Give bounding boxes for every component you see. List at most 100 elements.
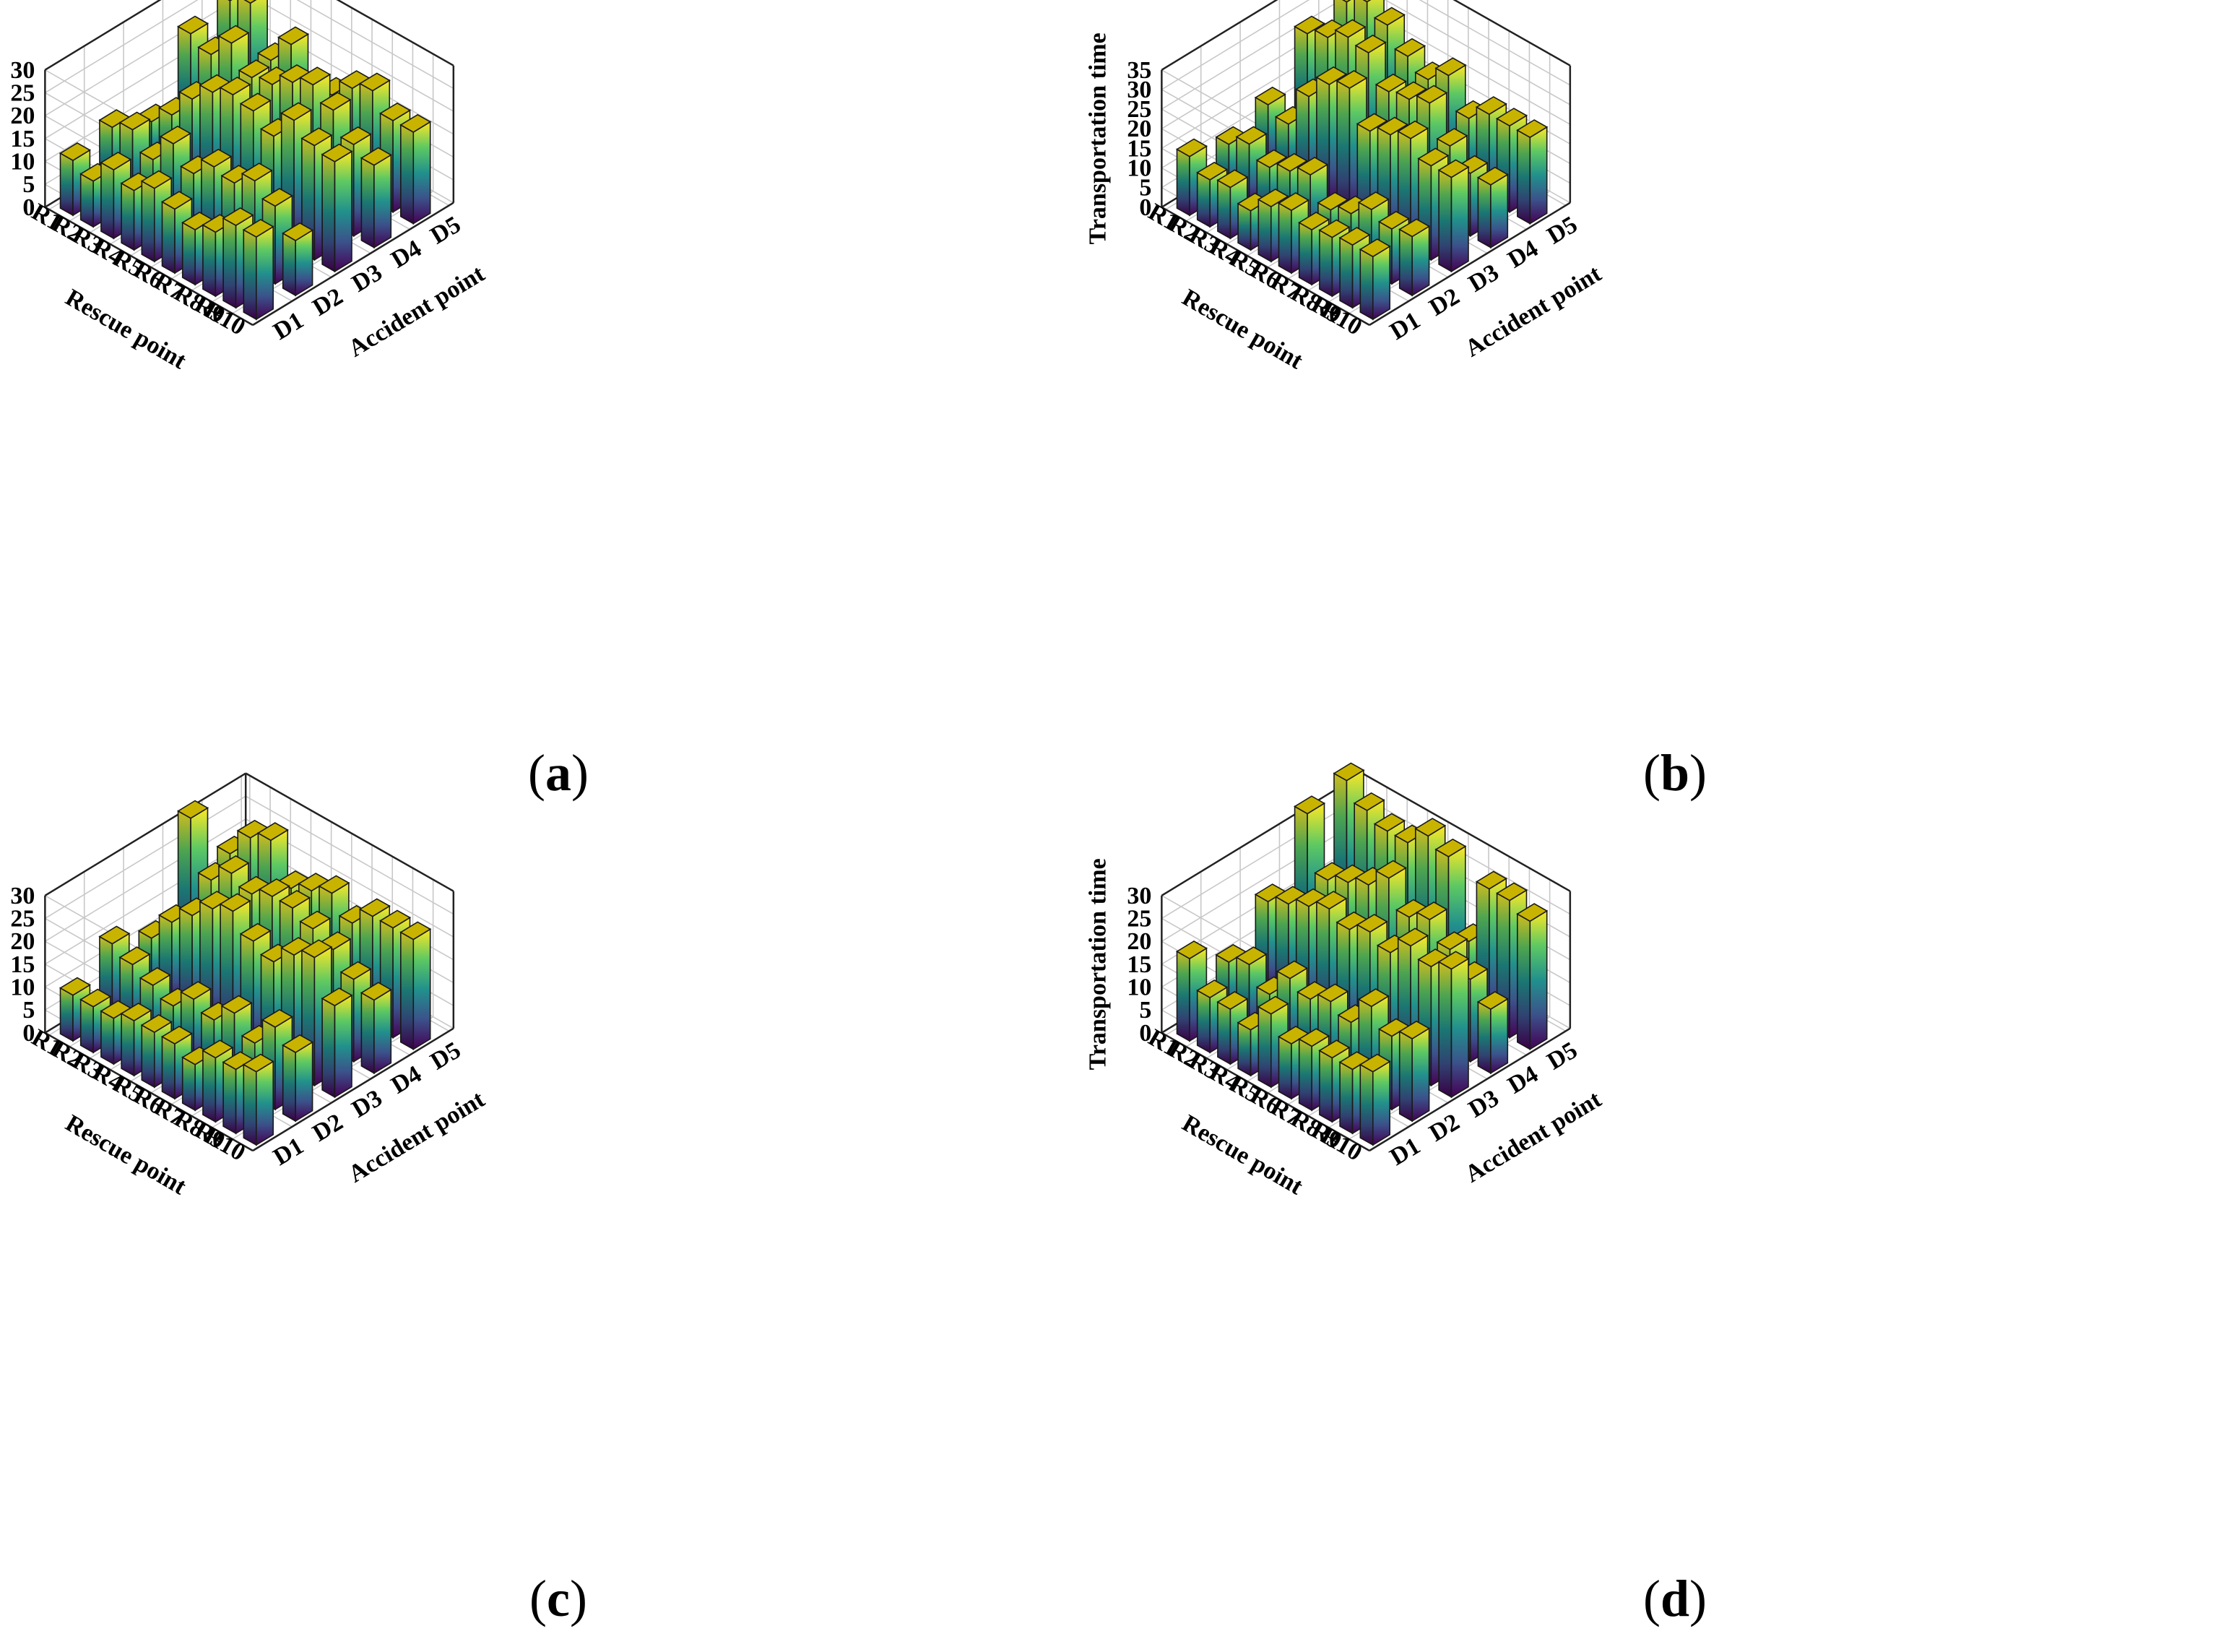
grid-line	[44, 15, 246, 139]
z-tick-label: 30	[1127, 883, 1151, 909]
bar-top	[120, 1002, 152, 1022]
bar-face	[295, 229, 313, 297]
z-tick-label: 0	[22, 194, 35, 221]
bar-top	[1255, 149, 1288, 168]
bar-top	[282, 222, 314, 241]
bar-shade	[322, 998, 335, 1097]
bar-shade	[1439, 170, 1452, 272]
bar-top	[1516, 903, 1549, 922]
caption-letter-b: b	[1660, 744, 1690, 802]
bar-shade	[1337, 81, 1350, 214]
bar-shade	[243, 230, 256, 320]
bar-shade	[1360, 249, 1373, 320]
caption-d: (d)	[1642, 1570, 1707, 1627]
bar-top	[1377, 210, 1410, 230]
bar-top	[1298, 211, 1330, 231]
bar-top	[279, 889, 311, 909]
caption-b: (b)	[1642, 744, 1707, 802]
bar-top	[319, 92, 352, 111]
bar-face	[1411, 225, 1430, 297]
grid-line	[44, 795, 246, 920]
bars	[1175, 0, 1549, 321]
bar-top	[1257, 188, 1289, 208]
bar-top	[321, 987, 353, 1007]
bar-top	[1257, 995, 1289, 1015]
bar-shade	[282, 1045, 296, 1121]
z-tick-label: 10	[10, 148, 35, 175]
bar-face	[1529, 909, 1548, 1051]
bar-top	[160, 191, 193, 210]
caption-letter-d: d	[1660, 1570, 1690, 1627]
grid-line	[1361, 795, 1571, 915]
bar-top	[258, 878, 290, 898]
bar-shade	[100, 1011, 114, 1065]
bar-top	[140, 170, 173, 189]
bar-face	[412, 927, 431, 1051]
bar-top	[177, 800, 209, 819]
bar-top	[159, 125, 191, 144]
bar-face	[1372, 245, 1391, 321]
grid-line	[44, 0, 236, 116]
bar-shade	[80, 999, 94, 1053]
bar	[360, 147, 392, 249]
bar-shade	[322, 154, 335, 272]
bars	[1175, 762, 1549, 1146]
bar-top	[118, 111, 151, 131]
bar-top	[1216, 169, 1249, 189]
bar-top	[1216, 990, 1249, 1011]
z-tick-label: 10	[1127, 155, 1151, 182]
bar	[100, 151, 132, 240]
caption-a: (a)	[528, 744, 589, 802]
bar-shade	[182, 222, 196, 285]
bar-top	[1338, 227, 1371, 246]
axis-line	[1452, 0, 1571, 66]
bar-top	[59, 977, 91, 996]
axis-line	[1161, 206, 1370, 326]
bar-shade	[60, 153, 73, 216]
bar-top	[1175, 138, 1208, 157]
z-tick-label: 0	[1139, 1020, 1151, 1047]
bar	[242, 1053, 274, 1146]
bar-top	[1437, 951, 1470, 970]
bar-shade	[1278, 1037, 1291, 1099]
bar-top	[1475, 870, 1507, 890]
bar-top	[219, 893, 251, 912]
bar-top	[1298, 1028, 1330, 1047]
bar	[1359, 1053, 1391, 1146]
bar	[1516, 119, 1549, 225]
bar-top	[1397, 927, 1429, 947]
bar-top	[140, 1013, 173, 1034]
z-axis-title: Transportation time	[1084, 33, 1111, 244]
bar-shade	[243, 1064, 256, 1146]
bar-top	[339, 126, 372, 146]
bar-top	[1315, 66, 1348, 85]
bar-top	[1434, 57, 1467, 77]
bar-top	[358, 72, 391, 92]
bar-top	[177, 15, 209, 35]
bar-top	[1357, 988, 1390, 1008]
bar-shade	[1177, 951, 1190, 1042]
z-tick-label: 5	[1139, 175, 1151, 202]
bar-top	[1376, 116, 1408, 136]
bar-shade	[60, 987, 73, 1042]
bar-top	[277, 26, 310, 46]
bar-top	[1353, 792, 1385, 811]
z-tick-label: 30	[10, 883, 35, 909]
z-tick-label: 15	[10, 951, 35, 978]
bar-top	[1394, 38, 1426, 57]
bar-top	[379, 909, 412, 929]
bar-shade	[1299, 1039, 1312, 1111]
z-tick-label: 25	[1127, 905, 1151, 932]
bar	[1359, 238, 1391, 321]
bar-face	[1372, 1060, 1391, 1146]
bar-shade	[223, 1062, 236, 1134]
bar-top	[1359, 1053, 1391, 1073]
caption-c: (c)	[529, 1570, 587, 1627]
bar-top	[1496, 882, 1528, 901]
bar-top	[217, 855, 250, 875]
bar-shade	[1478, 177, 1491, 248]
bar-top	[1317, 983, 1349, 1003]
bar-shade	[1399, 229, 1413, 295]
